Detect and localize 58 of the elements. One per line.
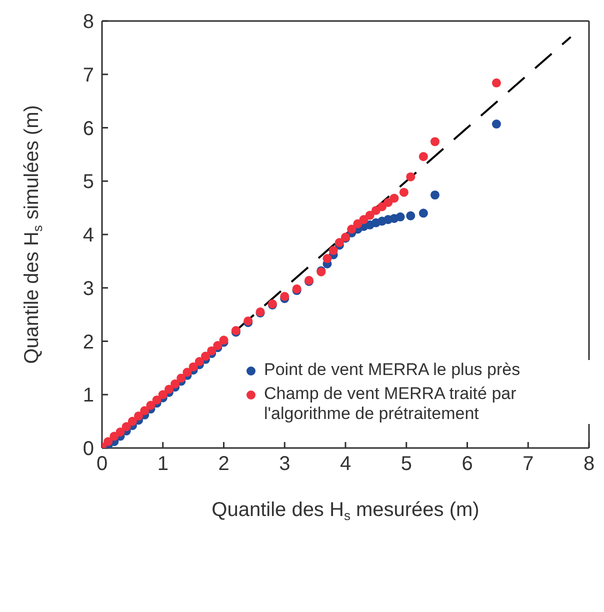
y-tick-label: 1 (82, 384, 94, 407)
point (492, 120, 501, 129)
x-tick-label: 5 (400, 453, 412, 476)
point (134, 411, 144, 420)
point (384, 198, 393, 207)
y-tick-label: 6 (82, 118, 94, 140)
point (164, 384, 174, 394)
x-tick-label: 2 (218, 453, 230, 476)
point (194, 357, 204, 366)
x-axis-title: Quantile des H$_{s}$ mesurées (m) (212, 499, 480, 523)
point (406, 211, 416, 220)
point (122, 422, 131, 432)
legend-label: Champ de vent MERRA traité par l'algorithme de prétraitement (264, 384, 518, 424)
point (158, 390, 168, 400)
point (399, 188, 408, 197)
point (418, 152, 428, 162)
y-tick-label: 7 (82, 64, 94, 86)
point (188, 362, 198, 372)
x-tick-label: 3 (279, 453, 290, 476)
point (322, 254, 332, 264)
point (390, 194, 399, 203)
y-tick-label: 3 (82, 278, 94, 300)
point (152, 395, 162, 404)
y-tick-label: 4 (82, 224, 94, 247)
point (116, 427, 125, 436)
point (334, 238, 344, 248)
point (353, 219, 362, 228)
y-tick-label: 8 (82, 11, 94, 34)
legend-label: Point de vent MERRA le plus près (264, 360, 520, 380)
y-tick-label: 2 (82, 331, 94, 354)
point (328, 246, 338, 256)
point (128, 416, 137, 426)
point (396, 212, 405, 222)
y-tick-label: 0 (82, 438, 94, 460)
point (418, 208, 428, 218)
point (359, 215, 368, 224)
point (406, 172, 416, 182)
point (140, 406, 150, 416)
point (280, 292, 290, 301)
x-tick-label: 4 (340, 453, 352, 476)
point (104, 437, 113, 446)
x-tick-label: 1 (157, 453, 168, 476)
point (170, 379, 180, 388)
point (492, 78, 501, 88)
x-tick-label: 7 (522, 453, 534, 476)
point (110, 432, 119, 441)
point (176, 374, 186, 383)
point (200, 352, 210, 361)
x-tick-label: 8 (583, 453, 595, 476)
x-tick-label: 6 (462, 453, 473, 476)
point (207, 346, 216, 356)
point (430, 137, 440, 146)
y-tick-label: 5 (82, 171, 94, 194)
point (182, 368, 192, 377)
point (146, 400, 156, 410)
point (365, 210, 374, 220)
point (347, 224, 356, 234)
point (430, 190, 440, 200)
